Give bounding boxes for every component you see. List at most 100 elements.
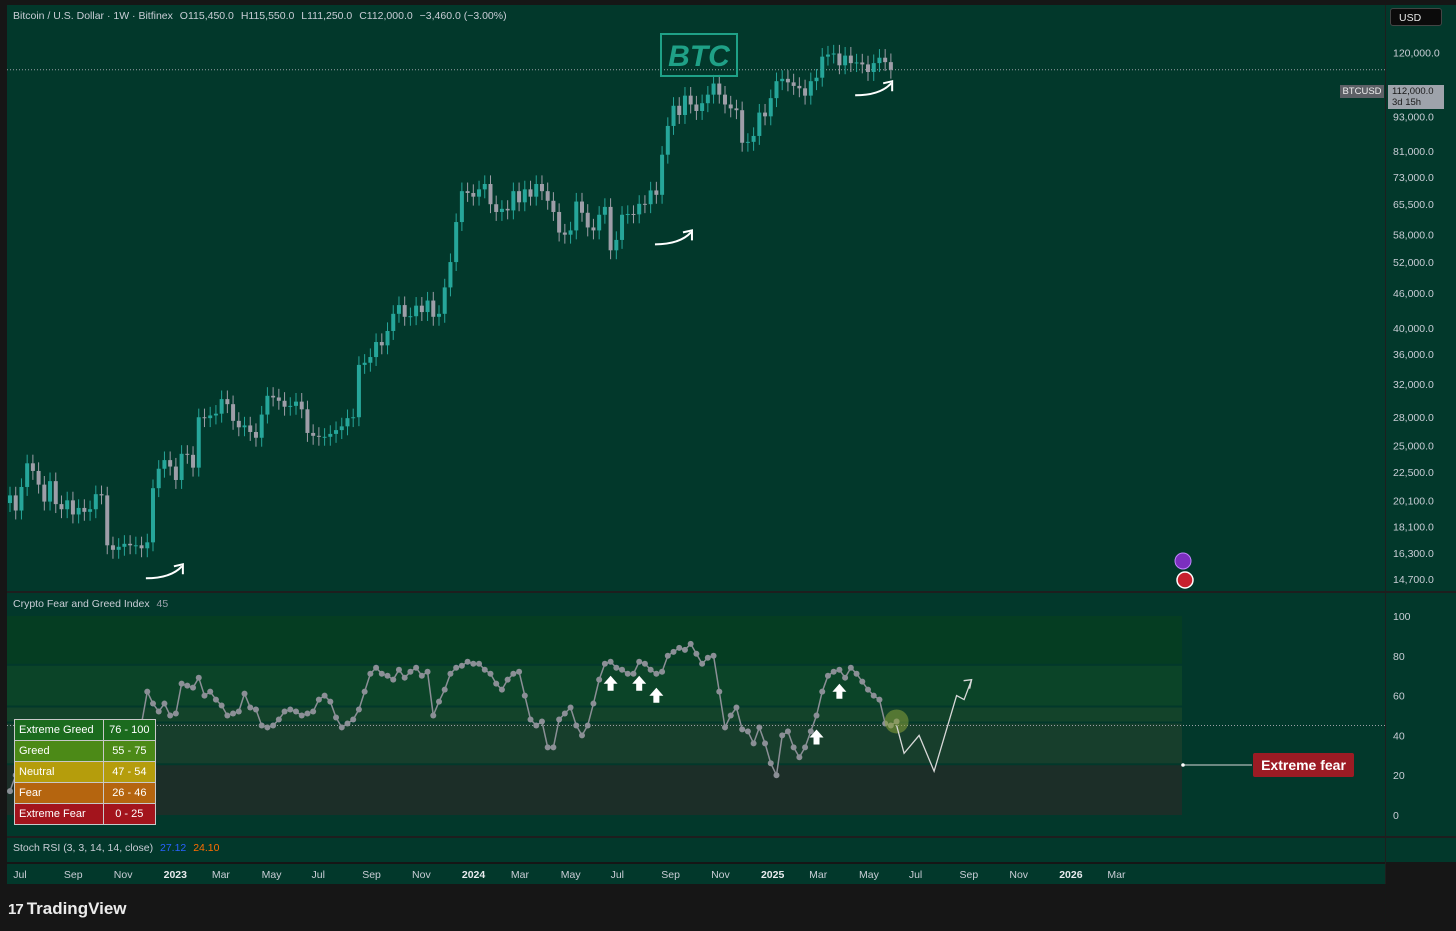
fng-point	[498, 686, 505, 693]
candle-body	[494, 204, 499, 212]
candle-body	[139, 545, 144, 549]
fng-point	[619, 666, 626, 673]
candle-body	[671, 105, 676, 126]
fng-point	[824, 672, 831, 679]
fng-point	[773, 772, 780, 779]
fng-point	[378, 670, 385, 677]
candle-body	[271, 395, 276, 398]
candle-body	[877, 57, 882, 64]
time-axis[interactable]	[7, 864, 1385, 884]
price-tick-label: 18,100.0	[1393, 522, 1434, 534]
fng-point	[355, 706, 362, 713]
fng-point	[533, 722, 540, 729]
candle-body	[797, 85, 802, 89]
fng-point	[641, 660, 648, 667]
fng-point	[733, 704, 740, 711]
fng-point	[842, 674, 849, 681]
fng-point	[470, 660, 477, 667]
extreme-fear-anchor	[1181, 763, 1185, 767]
candle-body	[82, 507, 87, 512]
fng-point	[230, 710, 237, 717]
candle-body	[362, 362, 367, 365]
candle-body	[620, 214, 625, 240]
symbol-title[interactable]: Bitcoin / U.S. Dollar · 1W · Bitfinex	[13, 10, 173, 22]
stoch-rsi-pane[interactable]	[7, 838, 1385, 862]
fng-point	[161, 700, 168, 707]
candle-body	[591, 227, 596, 231]
candle-body	[574, 201, 579, 231]
time-tick-label: Nov	[114, 869, 133, 881]
fng-point	[487, 670, 494, 677]
candle-body	[419, 305, 424, 313]
candle-body	[213, 413, 218, 416]
fng-point	[344, 720, 351, 727]
candle-body	[133, 545, 138, 547]
candle-body	[93, 494, 98, 510]
fng-zone-label: Greed	[14, 740, 104, 762]
time-tick-label: Jul	[312, 869, 325, 881]
buy-arrow-icon	[809, 729, 824, 745]
fng-point	[453, 664, 460, 671]
price-axis[interactable]	[1386, 5, 1456, 862]
candle-body	[334, 430, 339, 434]
fng-point	[699, 660, 706, 667]
fng-point	[430, 712, 437, 719]
fng-point	[464, 658, 471, 665]
time-tick-label: May	[561, 869, 582, 881]
candle-body	[723, 94, 727, 105]
candle-body	[65, 500, 70, 510]
fng-point	[218, 702, 225, 709]
candle-body	[110, 545, 115, 550]
fng-highlight-marker	[884, 709, 909, 734]
rsi-name[interactable]: Stoch RSI (3, 3, 14, 14, close)	[13, 842, 154, 854]
candle-body	[854, 62, 859, 64]
fng-point	[338, 724, 345, 731]
fng-table-row: Neutral 47 - 54	[14, 761, 157, 783]
candle-body	[597, 214, 602, 231]
candle-body	[888, 62, 893, 70]
fng-point	[716, 688, 723, 695]
rsi-legend[interactable]: Stoch RSI (3, 3, 14, 14, close) 27.12 24…	[13, 842, 223, 854]
candle-body	[128, 543, 133, 546]
candle-body	[299, 401, 304, 410]
fng-point	[190, 684, 197, 691]
candle-body	[471, 192, 476, 197]
time-tick-label: 2026	[1059, 869, 1083, 881]
candle-body	[8, 495, 12, 504]
fng-zone-label: Extreme Fear	[14, 803, 104, 825]
fng-point	[739, 726, 746, 733]
price-tick-label: 46,000.0	[1393, 288, 1434, 300]
fng-table-row: Extreme Fear 0 - 25	[14, 803, 157, 825]
price-tick-label: 14,700.0	[1393, 574, 1434, 586]
fng-point	[847, 664, 854, 671]
candle-body	[477, 189, 482, 197]
fng-point	[298, 712, 305, 719]
fng-point	[493, 680, 500, 687]
currency-button[interactable]: USD	[1390, 8, 1442, 26]
fng-point	[579, 732, 585, 739]
candle-body	[482, 183, 487, 190]
time-tick-label: Jul	[611, 869, 624, 881]
candle-body	[248, 425, 253, 432]
fng-projection-path	[895, 679, 973, 774]
footer	[0, 887, 1456, 931]
fng-tick-label: 20	[1393, 770, 1405, 782]
fng-legend[interactable]: Crypto Fear and Greed Index 45	[13, 598, 172, 610]
fng-point	[350, 716, 357, 723]
time-tick-label: Sep	[64, 869, 83, 881]
candle-body	[53, 481, 58, 505]
symbol-legend[interactable]: Bitcoin / U.S. Dollar · 1W · Bitfinex O1…	[13, 10, 511, 22]
time-tick-label: Mar	[511, 869, 530, 881]
candle-body	[866, 64, 870, 72]
fng-point	[853, 670, 860, 677]
candle-body	[185, 453, 190, 455]
price-tick-label: 93,000.0	[1393, 111, 1434, 123]
candle-body	[700, 103, 705, 112]
fng-point	[607, 658, 614, 665]
tradingview-logo[interactable]: 17 TradingView	[8, 899, 127, 919]
fng-point	[830, 668, 837, 675]
time-tick-label: Nov	[1009, 869, 1028, 881]
fng-name[interactable]: Crypto Fear and Greed Index	[13, 598, 150, 610]
fng-point	[241, 690, 248, 697]
fng-point	[784, 728, 791, 735]
